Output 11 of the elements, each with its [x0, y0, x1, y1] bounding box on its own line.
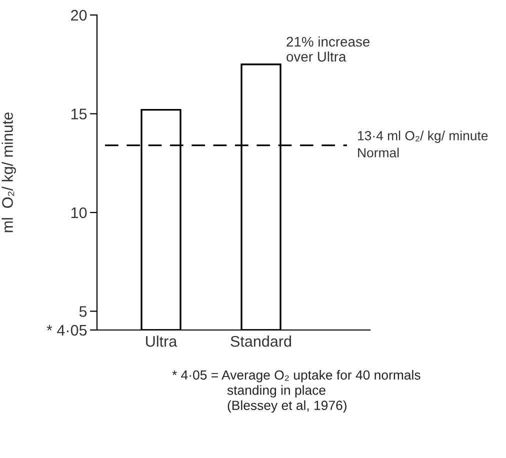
y-tick-label: 15 — [71, 108, 87, 120]
text: * 4·05 = Average O₂ uptake for 40 normals standing in place (Blessey et al, 1976) — [172, 370, 420, 413]
y-axis-title: ml O₂/ kg/ minute — [2, 112, 16, 232]
y-tick-label: 5 — [79, 306, 87, 317]
annotation: 21% increase over Ultra — [286, 36, 370, 62]
x-tick-label: Ultra — [146, 336, 178, 347]
ref-line-label: 13·4 ml O₂/ kg/ minute Normal — [358, 130, 488, 158]
y-tick-label: 10 — [71, 207, 87, 218]
y-tick-label: 20 — [71, 10, 87, 21]
x-tick-label: Standard — [230, 336, 292, 347]
y-tick-label: * 4·05 — [46, 324, 87, 336]
